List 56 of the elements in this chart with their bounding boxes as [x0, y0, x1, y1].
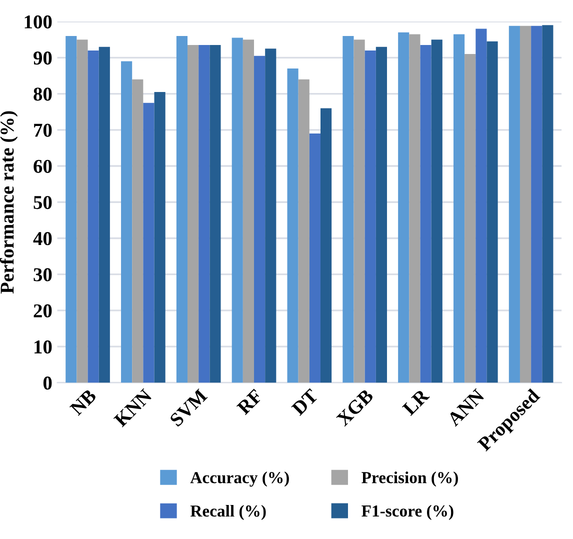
- bar: [508, 26, 520, 383]
- legend-label: Recall (%): [190, 504, 266, 520]
- y-axis-title: Performance rate (%): [0, 111, 18, 294]
- bar: [464, 54, 476, 383]
- bar: [476, 28, 487, 383]
- x-tick-label: LR: [402, 388, 430, 416]
- bar: [342, 36, 354, 383]
- bar: [254, 56, 266, 383]
- y-tick-label: 100: [24, 15, 52, 28]
- y-tick-label: 60: [34, 160, 52, 173]
- bar: [431, 40, 442, 383]
- bar: [364, 50, 376, 383]
- bar: [154, 92, 166, 383]
- bar: [531, 26, 542, 383]
- legend-label: Precision (%): [362, 472, 458, 487]
- bar: [242, 40, 254, 383]
- bar: [453, 34, 465, 383]
- y-tick-label: 30: [34, 268, 52, 282]
- bar: [376, 46, 387, 383]
- bar: [354, 40, 365, 383]
- bar: [320, 108, 332, 383]
- bar: [66, 36, 77, 383]
- bar: [143, 102, 154, 383]
- bar: [210, 45, 221, 383]
- legend-label: Accuracy (%): [190, 472, 289, 487]
- y-tick-label: 20: [34, 304, 52, 318]
- legend-label: F1-score (%): [362, 504, 454, 520]
- y-tick-label: 10: [34, 340, 52, 354]
- bar: [265, 48, 276, 383]
- bar: [486, 41, 498, 383]
- bar: [76, 40, 88, 383]
- bar: [287, 68, 298, 383]
- y-tick-label: 90: [34, 51, 52, 65]
- bar: [298, 79, 310, 383]
- y-tick-label: 80: [34, 88, 52, 101]
- bar: [398, 32, 410, 383]
- bar: [232, 38, 243, 383]
- bar: [176, 36, 188, 383]
- bar: [121, 61, 132, 383]
- x-tick-label: RF: [236, 388, 263, 416]
- bar: [198, 45, 210, 383]
- bar: [98, 46, 110, 383]
- bar: [188, 45, 199, 383]
- y-tick-label: 70: [34, 124, 52, 137]
- bar: [88, 50, 99, 383]
- bar: [132, 79, 144, 383]
- bar: [520, 26, 532, 383]
- y-tick-label: 0: [43, 376, 52, 390]
- bar: [409, 34, 420, 383]
- y-tick-label: 40: [33, 232, 52, 246]
- bar: [542, 25, 554, 383]
- bar: [420, 45, 432, 383]
- bar: [309, 134, 320, 383]
- y-tick-label: 50: [34, 196, 52, 210]
- x-tick-label: DT: [291, 388, 319, 416]
- x-tick-label: NB: [69, 388, 97, 416]
